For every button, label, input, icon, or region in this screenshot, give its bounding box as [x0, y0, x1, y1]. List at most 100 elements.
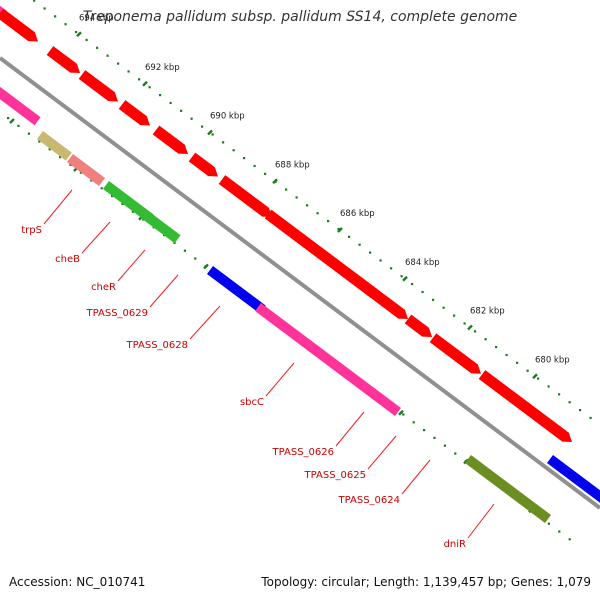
inner-minor-tick — [79, 171, 82, 174]
inner-minor-tick — [69, 163, 72, 166]
major-tick — [272, 178, 278, 185]
minor-tick — [558, 393, 561, 396]
inner-minor-tick — [27, 132, 30, 135]
gene-TPASS_0628 — [141, 209, 181, 244]
minor-tick — [442, 306, 445, 309]
minor-tick — [327, 220, 330, 223]
gene-label-line — [43, 189, 73, 225]
minor-tick — [232, 149, 235, 152]
minor-tick — [348, 235, 351, 238]
minor-tick — [169, 101, 172, 105]
minor-tick — [316, 212, 319, 215]
minor-tick — [495, 346, 498, 349]
inner-minor-tick — [402, 413, 405, 416]
gene-labels: trpS cheB cheR TPASS_0629 TPASS_0628 sbcC TPAS… — [21, 225, 466, 550]
minor-tick — [64, 23, 67, 26]
major-tick — [532, 373, 538, 380]
minor-tick — [264, 172, 267, 175]
minor-tick — [579, 409, 582, 412]
inner-minor-tick — [547, 522, 550, 525]
forward-cds-arrow — [478, 370, 573, 442]
minor-tick — [568, 401, 571, 404]
gene-blue-right — [547, 454, 600, 505]
inner-minor-tick — [443, 444, 446, 447]
minor-tick — [127, 70, 130, 73]
minor-tick — [222, 141, 225, 144]
tick-label: 686 kbp — [340, 209, 375, 219]
minor-tick — [379, 259, 382, 262]
minor-tick — [505, 353, 508, 357]
gene-cheR — [67, 153, 106, 186]
gene-label-line — [467, 503, 495, 539]
gene-label-line — [117, 249, 146, 282]
minor-tick — [138, 78, 141, 81]
major-tick — [207, 129, 213, 136]
minor-tick — [190, 117, 193, 120]
minor-tick — [106, 54, 109, 57]
gene-blue-block — [207, 265, 266, 314]
major-tick — [142, 80, 148, 87]
major-tick — [337, 227, 343, 233]
gene-label: dniR — [444, 539, 466, 550]
inner-minor-tick — [7, 117, 10, 120]
tick-labels: 694 kbp 692 kbp 690 kbp 688 kbp 686 kbp 684 k… — [79, 13, 570, 365]
minor-tick — [484, 338, 487, 341]
inner-major-tick — [203, 263, 209, 270]
gene-label-line — [335, 411, 365, 447]
forward-cds-arrow — [404, 314, 433, 337]
minor-tick — [421, 290, 424, 294]
minor-tick — [453, 314, 456, 317]
tick-label: 694 kbp — [79, 13, 114, 23]
inner-minor-tick — [90, 179, 93, 182]
minor-tick — [43, 7, 46, 10]
inner-minor-tick — [131, 210, 134, 213]
tick-label: 690 kbp — [210, 112, 245, 122]
minor-tick — [211, 133, 214, 136]
inner-minor-tick — [423, 429, 426, 432]
gene-label: TPASS_0625 — [304, 470, 366, 481]
gene-trpS — [0, 85, 41, 126]
minor-tick — [526, 369, 529, 372]
gene-label-line — [367, 435, 397, 470]
genome-backbone — [0, 56, 600, 510]
gene-label-line — [149, 274, 179, 308]
gene-label: sbcC — [240, 397, 264, 408]
inner-minor-tick — [100, 187, 103, 190]
inner-minor-tick — [38, 140, 41, 143]
tick-label: 684 kbp — [405, 258, 440, 268]
gene-label-line — [265, 362, 295, 397]
accession-text: Accession: NC_010741 — [9, 575, 146, 589]
gene-label: cheR — [91, 282, 116, 293]
inner-minor-tick — [454, 452, 457, 455]
minor-tick — [390, 267, 393, 270]
gene-label-line — [81, 221, 111, 254]
minor-tick — [285, 188, 288, 191]
inner-minor-tick — [558, 530, 561, 533]
minor-tick — [369, 251, 372, 254]
inner-minor-tick — [48, 148, 51, 151]
minor-tick — [148, 86, 151, 89]
gene-label: TPASS_0626 — [272, 447, 334, 458]
minor-tick — [33, 0, 36, 2]
forward-cds-arrow — [218, 175, 273, 217]
minor-tick — [96, 46, 99, 49]
gene-TPASS_0629 — [103, 180, 154, 223]
inner-minor-tick — [433, 436, 436, 439]
gene-label-line — [189, 305, 221, 340]
minor-tick — [253, 164, 256, 168]
inner-minor-tick — [111, 195, 114, 198]
inner-major-tick — [9, 118, 15, 124]
minor-tick — [159, 94, 162, 97]
minor-tick — [589, 416, 592, 420]
minor-tick — [537, 377, 540, 380]
major-tick — [402, 275, 408, 282]
forward-cds-arrow — [46, 46, 81, 73]
major-tick — [467, 324, 473, 331]
major-tick-marks — [9, 31, 538, 514]
minor-tick — [432, 298, 435, 301]
gene-label-lines — [43, 189, 495, 539]
inner-minor-tick — [568, 538, 571, 541]
minor-tick — [400, 275, 403, 278]
inner-major-tick — [398, 409, 404, 416]
